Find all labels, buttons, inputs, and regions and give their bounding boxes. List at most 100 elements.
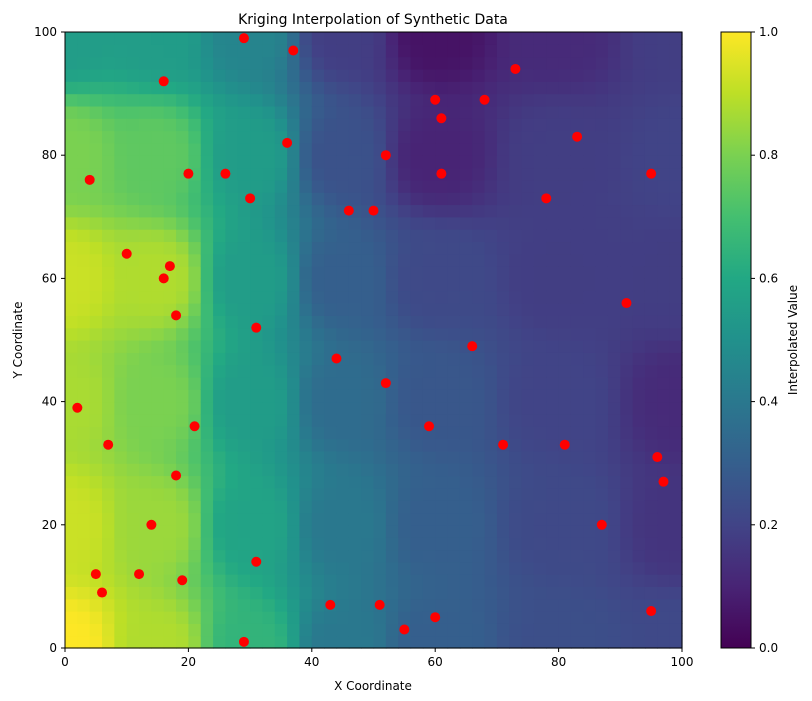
heatmap-cell — [225, 475, 239, 489]
heatmap-cell — [262, 586, 276, 600]
heatmap-cell — [139, 142, 152, 156]
heatmap-cell — [644, 574, 658, 587]
heatmap-cell — [89, 340, 103, 353]
heatmap-cell — [620, 401, 634, 415]
heatmap-cell — [77, 315, 91, 329]
heatmap-cell — [484, 290, 498, 304]
heatmap-cell — [546, 167, 560, 181]
heatmap-cell — [509, 376, 523, 390]
heatmap-cell — [644, 389, 658, 403]
heatmap-cell — [595, 352, 609, 366]
heatmap-cell — [607, 278, 621, 292]
heatmap-cell — [558, 401, 572, 415]
heatmap-cell — [361, 537, 375, 551]
heatmap-cell — [435, 598, 449, 612]
heatmap-cell — [509, 512, 523, 526]
heatmap-cell — [262, 118, 276, 132]
heatmap-cell — [176, 487, 189, 501]
heatmap-cell — [410, 340, 424, 353]
heatmap-cell — [176, 524, 189, 538]
heatmap-cell — [126, 56, 140, 70]
heatmap-cell — [274, 216, 288, 230]
heatmap-cell — [188, 81, 202, 95]
heatmap-cell — [361, 327, 375, 341]
heatmap-cell — [595, 500, 609, 514]
heatmap-cell — [151, 352, 165, 366]
heatmap-cell — [657, 438, 671, 452]
heatmap-cell — [583, 167, 597, 181]
heatmap-cell — [595, 561, 609, 575]
sample-point — [251, 556, 262, 567]
heatmap-cell — [644, 192, 658, 206]
heatmap-cell — [447, 303, 461, 316]
heatmap-cell — [200, 537, 214, 551]
heatmap-cell — [558, 623, 572, 637]
heatmap-cell — [632, 623, 646, 637]
heatmap-cell — [77, 56, 91, 70]
sample-point — [97, 587, 108, 598]
heatmap-cell — [410, 611, 424, 624]
heatmap-cell — [163, 635, 177, 649]
heatmap-cell — [422, 105, 436, 119]
heatmap-cell — [496, 586, 510, 600]
heatmap-cell — [176, 56, 189, 70]
heatmap-cell — [114, 389, 128, 403]
heatmap-cell — [496, 278, 510, 292]
heatmap-cell — [669, 118, 683, 132]
heatmap-cell — [422, 487, 436, 501]
heatmap-cell — [287, 241, 301, 255]
heatmap-cell — [262, 426, 276, 440]
heatmap-cell — [385, 598, 399, 612]
heatmap-cell — [250, 586, 264, 600]
heatmap-cell — [472, 549, 486, 563]
heatmap-cell — [509, 155, 523, 169]
heatmap-cell — [558, 216, 572, 230]
heatmap-cell — [151, 389, 165, 403]
heatmap-cell — [669, 142, 683, 156]
heatmap-cell — [595, 56, 609, 70]
heatmap-cell — [546, 413, 560, 427]
heatmap-cell — [595, 229, 609, 243]
heatmap-cell — [583, 253, 597, 267]
heatmap-cell — [336, 450, 350, 464]
heatmap-cell — [644, 93, 658, 107]
heatmap-cell — [348, 635, 362, 649]
heatmap-cell — [644, 352, 658, 366]
sample-point — [646, 606, 657, 617]
heatmap-cell — [632, 389, 646, 403]
heatmap-cell — [213, 340, 227, 353]
heatmap-cell — [262, 549, 276, 563]
heatmap-cell — [225, 68, 239, 82]
heatmap-cell — [299, 142, 313, 156]
heatmap-cell — [336, 487, 350, 501]
heatmap-cell — [299, 303, 313, 316]
heatmap-cell — [299, 574, 313, 587]
heatmap-cell — [410, 118, 424, 132]
heatmap-cell — [607, 179, 621, 193]
heatmap-cell — [459, 438, 473, 452]
heatmap-cell — [163, 352, 177, 366]
heatmap-cell — [644, 229, 658, 243]
heatmap-cell — [447, 438, 461, 452]
sample-point — [646, 168, 657, 179]
heatmap-cell — [176, 253, 189, 267]
heatmap-cell — [213, 130, 227, 144]
heatmap-cell — [188, 364, 202, 378]
y-tick-label: 0 — [49, 641, 57, 655]
heatmap-cell — [262, 142, 276, 156]
heatmap-cell — [583, 303, 597, 316]
heatmap-cell — [533, 574, 547, 587]
heatmap-cell — [558, 512, 572, 526]
heatmap-cell — [422, 216, 436, 230]
heatmap-cell — [447, 500, 461, 514]
heatmap-cell — [176, 229, 189, 243]
heatmap-cell — [77, 586, 91, 600]
heatmap-cell — [139, 426, 152, 440]
heatmap-cell — [299, 512, 313, 526]
heatmap-cell — [65, 278, 78, 292]
heatmap-cell — [139, 438, 152, 452]
heatmap-cell — [496, 155, 510, 169]
heatmap-cell — [176, 81, 189, 95]
heatmap-cell — [657, 155, 671, 169]
heatmap-cell — [657, 167, 671, 181]
